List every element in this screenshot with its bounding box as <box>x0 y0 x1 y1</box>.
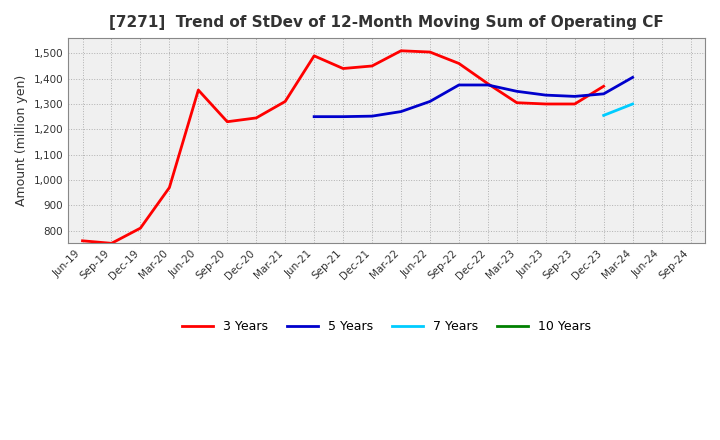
3 Years <box>310 53 318 59</box>
5 Years <box>368 114 377 119</box>
3 Years <box>541 101 550 106</box>
3 Years <box>570 101 579 106</box>
5 Years <box>629 75 637 80</box>
Line: 7 Years: 7 Years <box>603 104 633 115</box>
5 Years <box>454 82 463 88</box>
3 Years <box>165 185 174 190</box>
7 Years <box>629 101 637 106</box>
3 Years <box>454 61 463 66</box>
5 Years <box>426 99 434 104</box>
3 Years <box>513 100 521 105</box>
3 Years <box>223 119 232 125</box>
5 Years <box>310 114 318 119</box>
5 Years <box>570 94 579 99</box>
Title: [7271]  Trend of StDev of 12-Month Moving Sum of Operating CF: [7271] Trend of StDev of 12-Month Moving… <box>109 15 664 30</box>
3 Years <box>136 225 145 231</box>
Line: 5 Years: 5 Years <box>314 77 633 117</box>
Legend: 3 Years, 5 Years, 7 Years, 10 Years: 3 Years, 5 Years, 7 Years, 10 Years <box>177 315 596 338</box>
5 Years <box>513 89 521 94</box>
3 Years <box>599 84 608 89</box>
Y-axis label: Amount (million yen): Amount (million yen) <box>15 75 28 206</box>
3 Years <box>368 63 377 69</box>
Line: 3 Years: 3 Years <box>83 51 603 243</box>
3 Years <box>252 115 261 121</box>
3 Years <box>426 49 434 55</box>
3 Years <box>397 48 405 53</box>
3 Years <box>78 238 87 243</box>
5 Years <box>541 92 550 98</box>
3 Years <box>339 66 348 71</box>
5 Years <box>339 114 348 119</box>
7 Years <box>599 113 608 118</box>
5 Years <box>599 91 608 96</box>
3 Years <box>484 81 492 86</box>
3 Years <box>194 88 202 93</box>
3 Years <box>281 99 289 104</box>
5 Years <box>484 82 492 88</box>
5 Years <box>397 109 405 114</box>
3 Years <box>107 241 116 246</box>
